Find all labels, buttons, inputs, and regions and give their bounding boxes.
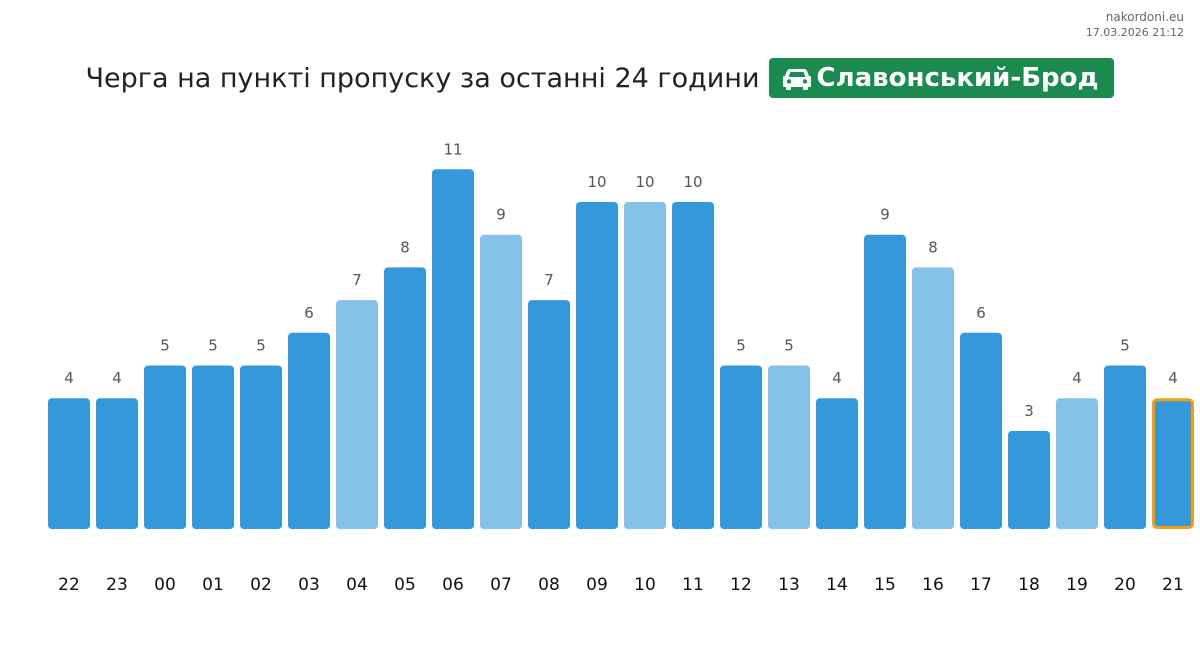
hour-label-20: 20 xyxy=(1114,575,1136,595)
bar-19 xyxy=(1056,398,1098,529)
hour-label-21: 21 xyxy=(1162,575,1184,595)
value-label-18: 3 xyxy=(1024,402,1034,420)
bar-15 xyxy=(864,234,906,529)
hour-label-10: 10 xyxy=(634,575,656,595)
hour-label-19: 19 xyxy=(1066,575,1088,595)
value-label-23: 4 xyxy=(112,369,122,387)
value-label-22: 4 xyxy=(64,369,74,387)
value-label-10: 10 xyxy=(635,173,654,191)
value-label-02: 5 xyxy=(256,337,266,355)
bar-20 xyxy=(1104,365,1146,529)
bar-04 xyxy=(336,300,378,529)
value-label-20: 5 xyxy=(1120,337,1130,355)
hour-label-14: 14 xyxy=(826,575,848,595)
value-label-05: 8 xyxy=(400,238,410,256)
value-label-21: 4 xyxy=(1168,369,1178,387)
hour-label-12: 12 xyxy=(730,575,752,595)
bar-00 xyxy=(144,365,186,529)
value-label-00: 5 xyxy=(160,337,170,355)
hour-label-05: 05 xyxy=(394,575,416,595)
bar-18 xyxy=(1008,430,1050,529)
value-label-16: 8 xyxy=(928,238,938,256)
value-label-01: 5 xyxy=(208,337,218,355)
bar-11 xyxy=(672,202,714,529)
value-label-19: 4 xyxy=(1072,369,1082,387)
checkpoint-badge: Славонський-Брод xyxy=(768,58,1115,98)
bar-23 xyxy=(96,398,138,529)
hour-label-11: 11 xyxy=(682,575,704,595)
bar-17 xyxy=(960,332,1002,529)
hour-label-23: 23 xyxy=(106,575,128,595)
value-label-06: 11 xyxy=(443,140,462,158)
bar-02 xyxy=(240,365,282,529)
value-label-11: 10 xyxy=(683,173,702,191)
value-label-15: 9 xyxy=(880,206,890,224)
bar-05 xyxy=(384,267,426,529)
bar-16 xyxy=(912,267,954,529)
bar-01 xyxy=(192,365,234,529)
bar-03 xyxy=(288,332,330,529)
car-icon xyxy=(782,69,811,90)
bar-06 xyxy=(432,169,474,530)
hour-label-04: 04 xyxy=(346,575,368,595)
value-label-08: 7 xyxy=(544,271,554,289)
bar-10 xyxy=(624,202,666,529)
value-label-17: 6 xyxy=(976,304,986,322)
source-site: nakordoni.eu xyxy=(1105,10,1184,24)
value-label-07: 9 xyxy=(496,206,506,224)
hour-label-07: 07 xyxy=(490,575,512,595)
source-attribution: nakordoni.eu 17.03.2026 21:12 xyxy=(1086,9,1184,41)
hour-label-15: 15 xyxy=(874,575,896,595)
bar-13 xyxy=(768,365,810,529)
bar-21-current xyxy=(1152,398,1194,530)
bar-07 xyxy=(480,234,522,529)
value-label-12: 5 xyxy=(736,337,746,355)
hour-label-01: 01 xyxy=(202,575,224,595)
value-label-03: 6 xyxy=(304,304,314,322)
hour-label-08: 08 xyxy=(538,575,560,595)
hour-label-06: 06 xyxy=(442,575,464,595)
source-timestamp: 17.03.2026 21:12 xyxy=(1085,26,1184,39)
hour-label-18: 18 xyxy=(1018,575,1040,595)
value-label-09: 10 xyxy=(587,173,606,191)
hour-label-02: 02 xyxy=(250,575,272,595)
checkpoint-name: Славонський-Брод xyxy=(816,63,1099,93)
hour-label-03: 03 xyxy=(298,575,320,595)
bar-09 xyxy=(576,202,618,529)
hour-label-22: 22 xyxy=(58,575,80,595)
hour-label-09: 09 xyxy=(586,575,608,595)
chart-title: Черга на пункті пропуску за останні 24 г… xyxy=(85,62,760,94)
value-label-14: 4 xyxy=(832,369,842,387)
bar-14 xyxy=(816,398,858,529)
hour-label-00: 00 xyxy=(154,575,176,595)
bar-08 xyxy=(528,300,570,529)
chart-header: Черга на пункті пропуску за останні 24 г… xyxy=(0,58,1200,98)
hour-label-16: 16 xyxy=(922,575,944,595)
bar-22 xyxy=(48,398,90,529)
value-label-13: 5 xyxy=(784,337,794,355)
value-label-04: 7 xyxy=(352,271,362,289)
hour-label-13: 13 xyxy=(778,575,800,595)
bar-12 xyxy=(720,365,762,529)
hour-label-17: 17 xyxy=(970,575,992,595)
